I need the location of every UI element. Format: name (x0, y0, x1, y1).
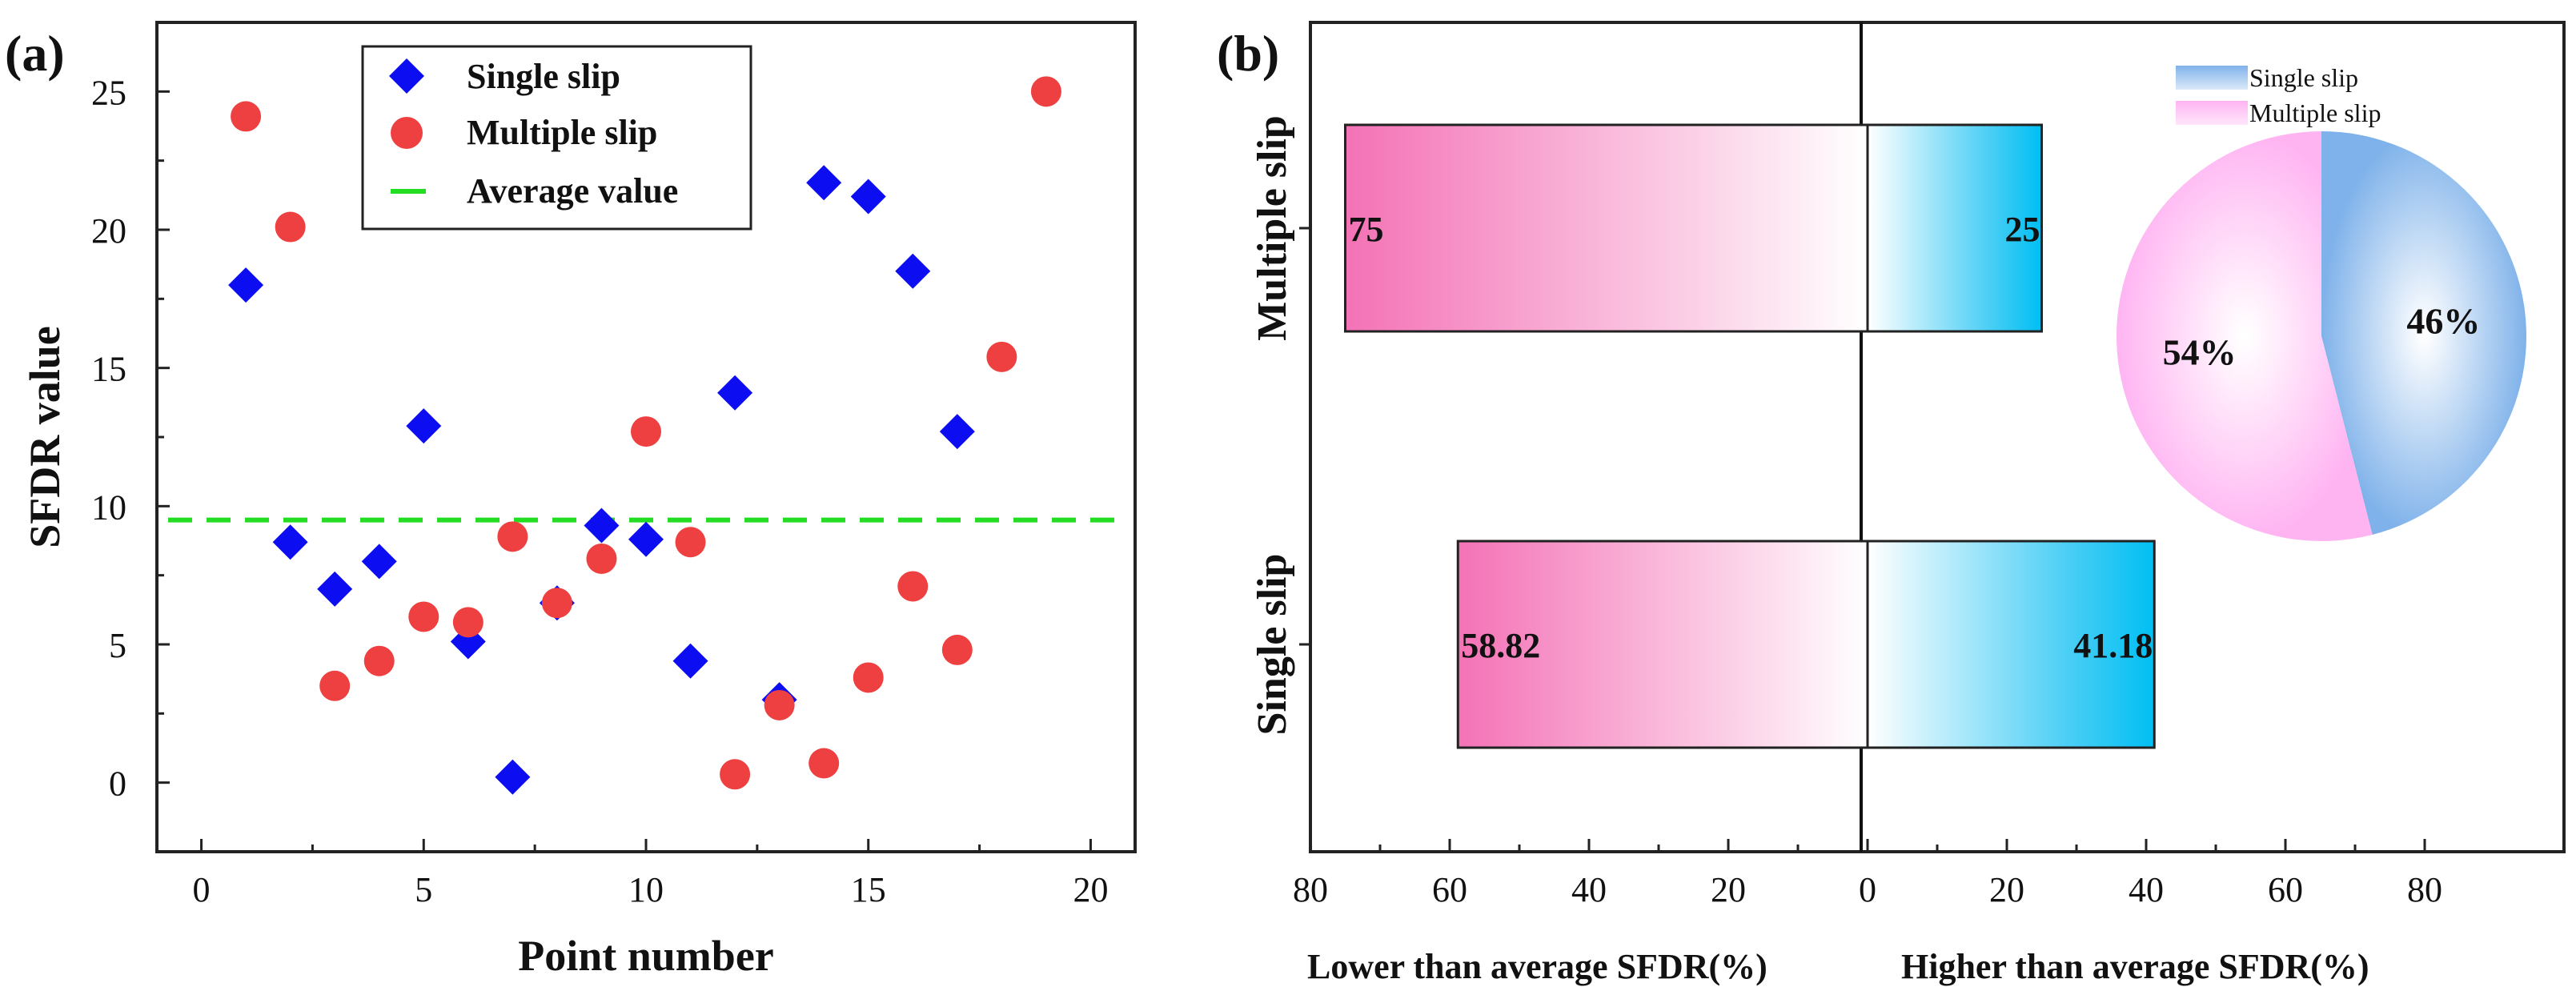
pie-slices: 46% 54% (2116, 131, 2526, 541)
multiple-slip-point (853, 662, 884, 693)
pie-legend: Single slip Multiple slip (2176, 63, 2381, 127)
bar-higher-single-slip (1866, 540, 2156, 749)
single-slip-point (806, 165, 842, 201)
x-tick-label: 20 (1073, 870, 1108, 909)
multiple-slip-point (497, 521, 528, 552)
multiple-slip-point (1030, 76, 1061, 107)
y-tick-label: 10 (91, 487, 126, 527)
bar-lower-single-slip (1456, 540, 1869, 749)
x-tick-label: 40 (2129, 870, 2164, 909)
pie-percent-label: 46% (2406, 301, 2480, 342)
y-tick-label: 0 (109, 764, 126, 804)
category-label: Multiple slip (1250, 115, 1295, 341)
multiple-slip-point (363, 645, 395, 676)
panel-b-bar-group: 75 25 58.82 41.18 (1344, 123, 2156, 749)
single-slip-point (317, 571, 353, 607)
x-tick-label: 80 (1293, 870, 1328, 909)
panel-a-markers (228, 76, 1061, 795)
panel-b-category-labels: Multiple slip Single slip (1250, 115, 1310, 735)
y-tick-label: 15 (91, 350, 126, 389)
x-tick-label: 20 (1711, 870, 1746, 909)
x-tick-label: 10 (628, 870, 664, 909)
panel-a-y-label: SFDR value (21, 326, 69, 548)
panel-a-axes: 0 5 10 15 20 0 5 10 15 20 25 (91, 73, 1108, 909)
bar-value-label: 58.82 (1461, 626, 1540, 665)
single-slip-point (495, 759, 531, 795)
panel-b-x-label-right: Higher than average SFDR(%) (1901, 947, 2369, 986)
x-tick-label: 80 (2407, 870, 2442, 909)
x-tick-label: 0 (193, 870, 211, 909)
multiple-slip-point (764, 689, 795, 720)
pie-percent-label: 54% (2163, 331, 2237, 372)
multiple-slip-point (319, 670, 351, 701)
multiple-slip-point (941, 634, 973, 665)
x-tick-label: 40 (1571, 870, 1607, 909)
panel-b-x-label-left: Lower than average SFDR(%) (1307, 947, 1767, 986)
bar-value-label: 75 (1349, 210, 1384, 249)
pie-slice-multiple-slip (2116, 131, 2373, 541)
multiple-slip-point (986, 341, 1017, 372)
multiple-slip-point (452, 607, 484, 638)
bar-higher-multiple-slip (1866, 123, 2043, 333)
single-slip-point (850, 179, 886, 215)
bar-value-label: 25 (2005, 210, 2040, 249)
x-tick-label: 15 (851, 870, 886, 909)
single-slip-point (584, 508, 620, 544)
multiple-slip-point (275, 211, 306, 243)
multiple-slip-point (675, 527, 706, 558)
legend-average-value: Average value (467, 171, 678, 211)
single-slip-point (895, 253, 931, 289)
multiple-slip-point (809, 748, 840, 779)
multiple-slip-point (541, 588, 572, 619)
single-slip-point (939, 414, 975, 450)
single-slip-point (672, 643, 708, 679)
single-slip-point (361, 544, 397, 580)
panel-a-legend: Single slip Multiple slip Average value (361, 45, 752, 231)
x-tick-label: 0 (1859, 870, 1876, 909)
x-tick-label: 60 (1432, 870, 1467, 909)
x-tick-label: 5 (415, 870, 432, 909)
y-tick-label: 5 (109, 626, 126, 665)
y-tick-label: 25 (91, 73, 126, 112)
legend-multiple-slip: Multiple slip (467, 113, 657, 152)
legend-box (361, 45, 752, 231)
pie-legend-single-slip: Single slip (2249, 63, 2358, 92)
legend-diamond-marker (389, 58, 424, 94)
multiple-slip-point (897, 571, 929, 602)
pie-legend-swatch-multiple (2176, 101, 2248, 125)
pie-legend-multiple-slip: Multiple slip (2249, 98, 2381, 127)
pie-legend-swatch-single (2176, 66, 2248, 90)
panel-b-label: (b) (1217, 25, 1279, 82)
panel-a-x-label: Point number (518, 932, 774, 980)
single-slip-point (272, 524, 308, 560)
panel-a-scatter: (a) 0 5 10 15 20 0 5 10 15 20 25 Point number SFDR… (5, 21, 1137, 980)
single-slip-point (628, 521, 664, 557)
y-tick-label: 20 (91, 211, 126, 251)
multiple-slip-point (231, 101, 262, 132)
bar-value-label: 41.18 (2073, 626, 2153, 665)
category-label: Single slip (1250, 554, 1295, 736)
legend-circle-marker (391, 117, 423, 149)
panel-a-label: (a) (5, 25, 65, 82)
single-slip-point (717, 375, 753, 411)
bar-lower-multiple-slip (1344, 123, 1869, 333)
x-tick-label: 20 (1989, 870, 2024, 909)
panel-b-axes: 80 60 40 20 0 20 40 60 80 (1293, 839, 2442, 909)
multiple-slip-point (586, 543, 617, 574)
multiple-slip-point (408, 601, 439, 632)
pie-slice-single-slip (2321, 131, 2526, 535)
legend-single-slip: Single slip (467, 57, 620, 96)
single-slip-point (228, 267, 264, 303)
panel-b-bars: (b) 80 60 40 20 0 20 40 60 80 75 25 58.82 41.18 Mul… (1217, 21, 2566, 986)
x-tick-label: 60 (2268, 870, 2303, 909)
multiple-slip-point (720, 759, 751, 790)
multiple-slip-point (631, 416, 661, 447)
pie-chart: 46% 54% Single slip Multiple slip (2116, 63, 2526, 541)
single-slip-point (406, 408, 442, 444)
